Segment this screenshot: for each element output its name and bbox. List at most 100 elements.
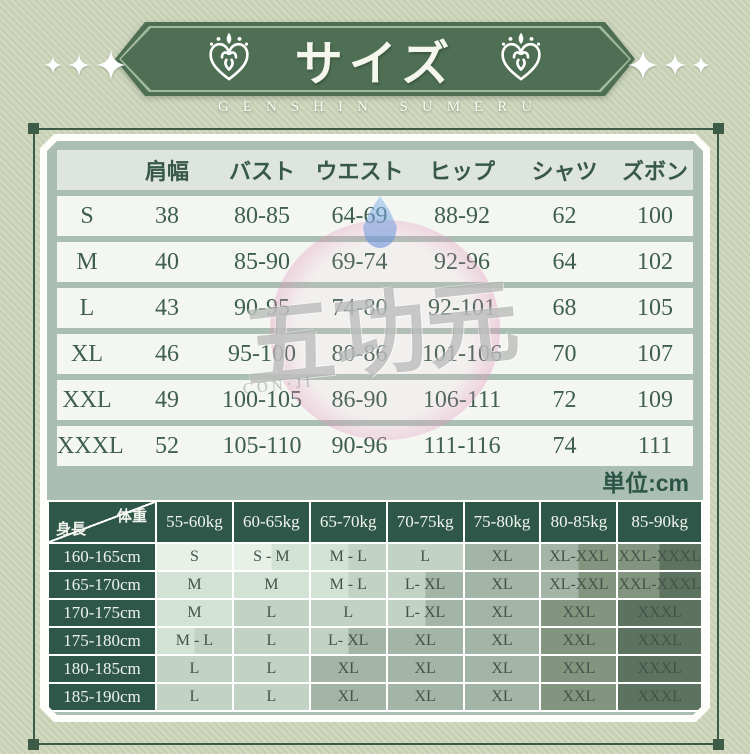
height-label-cell: 165-170cm (49, 572, 155, 598)
content-frame (28, 123, 724, 750)
fit-cell: L (157, 684, 232, 710)
fit-cell: M - L (157, 628, 232, 654)
weight-header-cell: 65-70kg (311, 502, 386, 542)
size-value: 72 (552, 386, 577, 413)
height-label-cell: 160-165cm (49, 544, 155, 570)
size-value: 80-85 (234, 202, 290, 229)
fit-cell: XL (388, 656, 463, 682)
sparkle-icon (628, 50, 658, 80)
size-value: 92-101 (428, 294, 496, 321)
fit-cell: XXXL (618, 628, 701, 654)
fit-cell: L (234, 628, 309, 654)
fit-cell: XL-XXL (541, 544, 616, 570)
chart-panel: 肩幅 バスト ウエスト ヒップ シャツ ズボン S 38 80-85 64-69 88-92 62 10… (40, 134, 710, 722)
fit-cell: XL (465, 684, 540, 710)
fit-cell: XXXL (618, 656, 701, 682)
size-value: 64 (552, 248, 577, 275)
unit-note: 単位:cm (602, 470, 689, 496)
page-title: サイズ (294, 38, 456, 91)
size-column-header: ウエスト (315, 159, 404, 184)
fit-cell: S (157, 544, 232, 570)
size-table-row: XL 46 95-100 80-86 101-106 70 107 (57, 334, 693, 374)
size-value: 105 (637, 294, 673, 321)
size-value: 62 (552, 202, 577, 229)
size-table-row: S 38 80-85 64-69 88-92 62 100 (57, 196, 693, 236)
height-label-cell: 185-190cm (49, 684, 155, 710)
fit-cell: XL-XXL (541, 572, 616, 598)
size-table-header-row: 肩幅 バスト ウエスト ヒップ シャツ ズボン (57, 150, 693, 190)
fit-cell: XL (311, 656, 386, 682)
corner-ornament (28, 739, 39, 750)
size-value: 95-100 (228, 340, 296, 367)
fit-cell: XL (311, 684, 386, 710)
corner-ornament (713, 739, 724, 750)
size-value: 74 (552, 432, 577, 459)
size-table-row: XXL 49 100-105 86-90 106-111 72 109 (57, 380, 693, 420)
size-value: 100 (637, 202, 673, 229)
fit-cell: XL (465, 572, 540, 598)
size-value: 111 (637, 432, 673, 459)
fit-cell: XXL (541, 684, 616, 710)
corner-weight-label: 体重 (116, 508, 147, 525)
size-value: 100-105 (222, 386, 302, 413)
size-value: 74-80 (331, 294, 388, 321)
size-column-header: シャツ (531, 159, 598, 184)
size-value: 106-111 (422, 386, 502, 413)
fit-cell: XL (465, 544, 540, 570)
size-value: 111-116 (423, 432, 501, 459)
size-table-row: M 40 85-90 69-74 92-96 64 102 (57, 242, 693, 282)
weight-header-cell: 75-80kg (465, 502, 540, 542)
size-value: 38 (155, 202, 179, 229)
size-value: 69-74 (331, 248, 388, 275)
fit-cell: M - L (311, 544, 386, 570)
fit-cell: L- XL (311, 628, 386, 654)
fit-cell: L (234, 656, 309, 682)
size-value: 86-90 (331, 386, 388, 413)
size-value: 109 (637, 386, 673, 413)
fit-cell: XL (388, 628, 463, 654)
fit-cell: XXL-XXXL (618, 544, 701, 570)
sparkle-icon (44, 56, 62, 74)
fit-cell: L (157, 656, 232, 682)
size-label: XL (71, 340, 103, 367)
fit-cell: XXL-XXXL (618, 572, 701, 598)
fit-cell: L (234, 600, 309, 626)
sparkle-icon (68, 54, 90, 76)
size-value: 52 (155, 432, 179, 459)
fit-cell: XL (465, 628, 540, 654)
fit-cell: XL (465, 600, 540, 626)
fit-cell: S - M (234, 544, 309, 570)
fit-corner-cell: 体重 身長 (49, 502, 155, 542)
size-value: 43 (155, 294, 179, 321)
size-value: 105-110 (222, 432, 302, 459)
weight-header-cell: 85-90kg (618, 502, 701, 542)
dendro-emblem-icon (209, 32, 249, 81)
sparkle-group-right (628, 50, 710, 80)
size-label: XXXL (57, 432, 124, 459)
size-value: 64-69 (331, 202, 388, 229)
size-table-row: XXXL 52 105-110 90-96 111-116 74 111 (57, 426, 693, 466)
corner-ornament (713, 123, 724, 134)
size-value: 85-90 (234, 248, 290, 275)
fit-table: 体重 身長 55-60kg 60-65kg 65-70kg 70-75kg 75-80kg 8… (47, 500, 703, 712)
size-column-header: ヒップ (428, 159, 495, 184)
chart-panel-inner: 肩幅 バスト ウエスト ヒップ シャツ ズボン S 38 80-85 64-69 88-92 62 10… (47, 141, 703, 715)
header-banner: サイズ (115, 22, 635, 96)
height-label-cell: 170-175cm (49, 600, 155, 626)
weight-header-cell: 80-85kg (541, 502, 616, 542)
fit-cell: L- XL (388, 600, 463, 626)
fit-cell: M (157, 572, 232, 598)
fit-cell: XL (388, 684, 463, 710)
sparkle-icon (664, 54, 686, 76)
size-value: 70 (552, 340, 577, 367)
size-value: 80-86 (331, 340, 388, 367)
size-value: 101-106 (422, 340, 502, 367)
fit-cell: L (388, 544, 463, 570)
size-value: 92-96 (434, 248, 490, 275)
fit-cell: M (157, 600, 232, 626)
height-label-cell: 180-185cm (49, 656, 155, 682)
fit-cell: M (234, 572, 309, 598)
fit-cell: XXXL (618, 684, 701, 710)
dendro-emblem-icon (501, 32, 541, 81)
size-value: 88-92 (434, 202, 490, 229)
